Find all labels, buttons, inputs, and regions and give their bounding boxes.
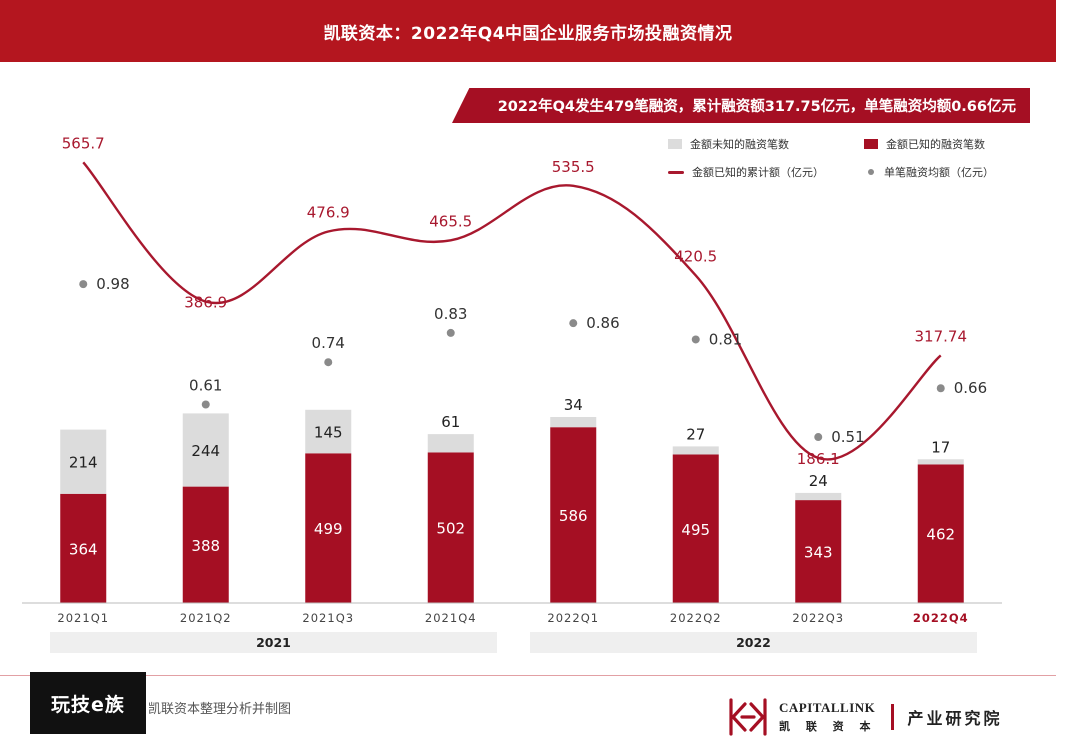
- watermark-text: 玩技e族: [51, 693, 125, 716]
- legend-label-average: 单笔融资均额（亿元）: [884, 166, 994, 179]
- legend-item-average: 单笔融资均额（亿元）: [864, 164, 994, 180]
- year-band-2022: [530, 632, 977, 653]
- bar-unknown-label-2022Q1: 34: [564, 396, 583, 414]
- bar-known-label-2021Q2: 388: [191, 537, 220, 555]
- average-dot-2021Q3: [324, 358, 333, 367]
- bar-unknown-2021Q3: [305, 409, 352, 454]
- bar-known-2021Q1: [60, 493, 107, 603]
- x-tick-label-2021Q1: 2021Q1: [57, 611, 109, 625]
- legend-swatch-known: [864, 139, 878, 149]
- bar-known-label-2021Q1: 364: [69, 540, 98, 558]
- x-tick-label-2022Q2: 2022Q2: [670, 611, 722, 625]
- cumulative-label-2022Q2: 420.5: [674, 247, 717, 265]
- brand-department: 产业研究院: [907, 709, 1003, 728]
- bar-unknown-2022Q3: [795, 492, 842, 501]
- bar-unknown-2021Q1: [60, 429, 107, 494]
- bar-unknown-label-2022Q2: 27: [686, 425, 705, 443]
- summary-banner: 2022年Q4发生479笔融资，累计融资额317.75亿元，单笔融资均额0.66…: [452, 88, 1030, 123]
- page-title: 凯联资本：2022年Q4中国企业服务市场投融资情况: [323, 23, 733, 44]
- bar-unknown-label-2021Q1: 214: [69, 454, 98, 472]
- cumulative-label-2021Q2: 386.9: [184, 294, 227, 312]
- average-label-2022Q4: 0.66: [954, 379, 987, 397]
- average-label-2022Q1: 0.86: [586, 314, 619, 332]
- average-label-2022Q3: 0.51: [831, 428, 864, 446]
- average-dot-2021Q1: [79, 280, 88, 289]
- brand-text: CAPITALLINK 凯 联 资 本: [779, 700, 877, 734]
- bar-known-2022Q3: [795, 500, 842, 603]
- x-tick-label-2021Q2: 2021Q2: [180, 611, 232, 625]
- average-label-2021Q2: 0.61: [189, 377, 222, 395]
- x-tick-label-2021Q4: 2021Q4: [425, 611, 477, 625]
- brand-separator: [890, 704, 894, 730]
- average-label-2021Q4: 0.83: [434, 305, 467, 323]
- bar-unknown-2021Q2: [182, 413, 229, 487]
- bar-unknown-label-2021Q4: 61: [441, 413, 460, 431]
- brand-logo: CAPITALLINK 凯 联 资 本 产业研究院: [725, 694, 1003, 740]
- legend-swatch-dot: [868, 169, 874, 175]
- bar-known-label-2021Q3: 499: [314, 520, 343, 538]
- cumulative-label-2022Q3: 186.1: [797, 450, 840, 468]
- average-dot-2022Q2: [691, 335, 700, 344]
- legend-swatch-unknown: [668, 139, 682, 149]
- bar-known-label-2022Q2: 495: [681, 521, 710, 539]
- bar-known-2022Q1: [550, 427, 597, 603]
- average-label-2021Q3: 0.74: [312, 334, 345, 352]
- cumulative-label-2021Q4: 465.5: [429, 212, 472, 230]
- capitallink-logo-icon: [729, 698, 767, 736]
- average-dot-2022Q4: [936, 384, 945, 393]
- brand-name-en: CAPITALLINK: [779, 700, 876, 715]
- legend-swatch-line: [668, 170, 684, 174]
- bar-known-2021Q3: [305, 453, 352, 603]
- bar-unknown-2022Q1: [550, 417, 597, 428]
- cumulative-line: [82, 161, 942, 461]
- x-tick-label-2021Q3: 2021Q3: [302, 611, 354, 625]
- average-label-2022Q2: 0.81: [709, 330, 742, 348]
- bar-unknown-2021Q4: [427, 434, 474, 453]
- footer-divider: [0, 675, 1056, 676]
- watermark-logo: 玩技e族: [30, 672, 146, 734]
- average-dot-2021Q4: [446, 328, 455, 337]
- legend-label-known: 金额已知的融资笔数: [886, 138, 985, 151]
- bar-unknown-label-2022Q4: 17: [931, 438, 950, 456]
- cumulative-label-2022Q1: 535.5: [552, 158, 595, 176]
- average-label-2021Q1: 0.98: [96, 275, 129, 293]
- bar-known-label-2022Q4: 462: [926, 526, 955, 544]
- legend-item-known: 金额已知的融资笔数: [864, 136, 985, 152]
- x-tick-label-2022Q4: 2022Q4: [913, 611, 969, 625]
- legend-label-cumulative: 金额已知的累计额（亿元）: [692, 166, 824, 179]
- summary-text: 2022年Q4发生479笔融资，累计融资额317.75亿元，单笔融资均额0.66…: [497, 99, 1016, 115]
- bar-known-2022Q4: [917, 464, 964, 603]
- bar-unknown-2022Q4: [917, 459, 964, 465]
- chart-legend: 金额未知的融资笔数 金额已知的融资笔数 金额已知的累计额（亿元） 单笔融资均额（…: [668, 136, 1038, 186]
- legend-item-cumulative: 金额已知的累计额（亿元）: [668, 164, 824, 180]
- cumulative-label-2021Q1: 565.7: [62, 134, 105, 152]
- year-label-2022: 2022: [736, 635, 771, 650]
- cumulative-label-2022Q4: 317.74: [915, 327, 968, 345]
- legend-label-unknown: 金额未知的融资笔数: [690, 138, 789, 151]
- bar-known-label-2022Q3: 343: [804, 544, 833, 562]
- average-dot-2022Q3: [814, 433, 823, 442]
- bar-unknown-label-2022Q3: 24: [809, 472, 828, 490]
- year-band-2021: [50, 632, 497, 653]
- header-banner: 凯联资本：2022年Q4中国企业服务市场投融资情况: [0, 0, 1056, 62]
- cumulative-label-2021Q3: 476.9: [307, 203, 350, 221]
- bar-known-label-2022Q1: 586: [559, 507, 588, 525]
- bar-known-2021Q4: [427, 452, 474, 603]
- bar-known-2022Q2: [672, 454, 719, 603]
- year-label-2021: 2021: [256, 635, 291, 650]
- bar-unknown-2022Q2: [672, 446, 719, 455]
- x-tick-label-2022Q1: 2022Q1: [547, 611, 599, 625]
- average-dot-2021Q2: [201, 400, 210, 409]
- x-tick-label-2022Q3: 2022Q3: [792, 611, 844, 625]
- average-dot-2022Q1: [569, 319, 578, 328]
- source-note: 凯联资本整理分析并制图: [148, 702, 292, 717]
- bar-known-label-2021Q4: 502: [436, 520, 465, 538]
- bar-unknown-label-2021Q3: 145: [314, 424, 343, 442]
- bar-unknown-label-2021Q2: 244: [191, 442, 220, 460]
- bar-known-2021Q2: [182, 486, 229, 603]
- legend-item-unknown: 金额未知的融资笔数: [668, 136, 789, 152]
- brand-name-cn: 凯 联 资 本: [779, 720, 877, 733]
